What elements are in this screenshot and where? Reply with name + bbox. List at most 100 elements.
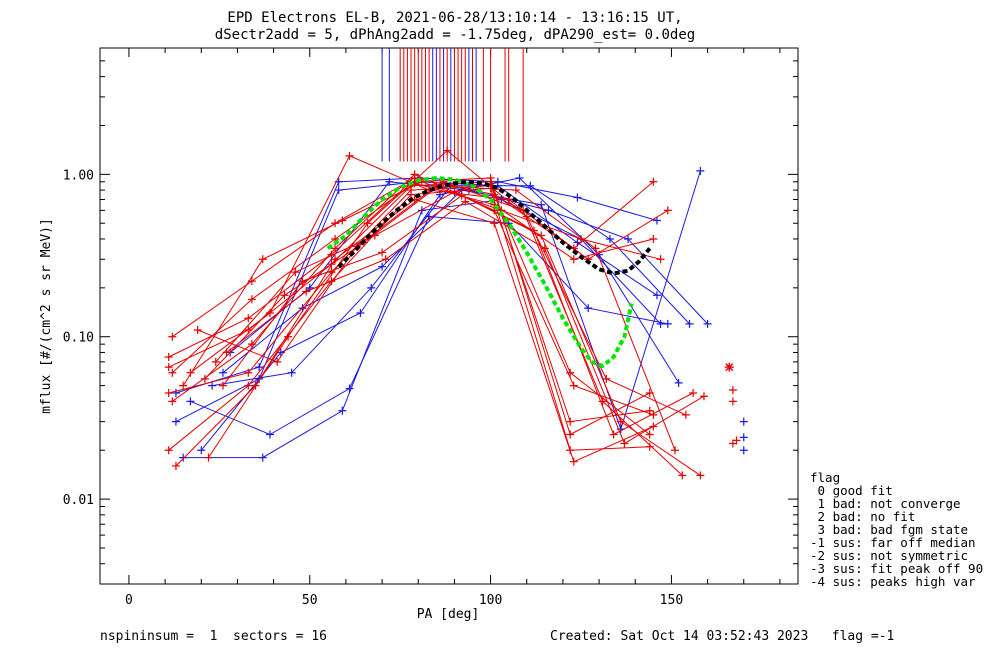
- data-point-marker: [197, 446, 206, 455]
- data-point-marker: [699, 392, 708, 401]
- plot-frame: [99, 47, 799, 585]
- data-point-marker: [526, 181, 535, 190]
- data-point-marker: [645, 442, 654, 451]
- data-point-marker: [417, 206, 426, 215]
- data-point-marker: [685, 319, 694, 328]
- outlier-plus: [728, 397, 737, 406]
- data-point-marker: [186, 368, 195, 377]
- data-point-marker: [649, 234, 658, 243]
- data-point-marker: [218, 381, 227, 390]
- data-point-marker: [598, 397, 607, 406]
- data-point-marker: [280, 291, 289, 300]
- data-point-marker: [164, 363, 173, 372]
- data-point-marker: [193, 326, 202, 335]
- data-point-marker: [645, 430, 654, 439]
- outlier-plus: [732, 436, 741, 445]
- legend-item: -2 sus: not symmetric: [810, 548, 968, 563]
- data-point-marker: [258, 453, 267, 462]
- data-point-marker: [443, 146, 452, 155]
- data-point-marker: [450, 187, 459, 196]
- y-axis-label: mflux [#/(cm^2 s sr MeV)]: [39, 218, 54, 414]
- data-point-marker: [652, 291, 661, 300]
- data-point-marker: [671, 446, 680, 455]
- axis-ticks: 0 50 100 150 0.01 0.10 1.00: [63, 47, 798, 608]
- x-tick-label: 100: [479, 593, 502, 608]
- outlier-plus: [728, 385, 737, 394]
- y-tick-label: 0.10: [63, 331, 94, 346]
- data-point-marker: [171, 461, 180, 470]
- data-point-marker: [678, 471, 687, 480]
- data-point-marker: [273, 357, 282, 366]
- data-point-marker: [566, 430, 575, 439]
- data-point-marker: [656, 255, 665, 264]
- legend-title: flag: [810, 470, 840, 485]
- data-point-marker: [540, 244, 549, 253]
- x-axis-label: PA [deg]: [417, 607, 480, 622]
- data-point-marker: [569, 381, 578, 390]
- data-point-marker: [544, 206, 553, 215]
- data-point-marker: [244, 381, 253, 390]
- data-point-marker: [204, 453, 213, 462]
- data-point-marker: [334, 186, 343, 195]
- outlier-plus: [739, 446, 748, 455]
- legend-item: 2 bad: no fit: [810, 509, 915, 524]
- data-point-marker: [208, 381, 217, 390]
- y-tick-label: 1.00: [63, 168, 94, 183]
- data-point-marker: [331, 219, 340, 228]
- fit-curve-green: [326, 175, 634, 369]
- data-point-marker: [171, 417, 180, 426]
- data-point-marker: [244, 314, 253, 323]
- data-point-marker: [338, 216, 347, 225]
- data-point-marker: [222, 348, 231, 357]
- data-point-marker: [338, 406, 347, 415]
- data-point-marker: [164, 389, 173, 398]
- data-point-marker: [457, 191, 466, 200]
- data-point-marker: [179, 453, 188, 462]
- data-point-marker: [522, 212, 531, 221]
- data-point-marker: [381, 255, 390, 264]
- data-point-marker: [265, 430, 274, 439]
- data-point-marker: [461, 197, 470, 206]
- data-point-marker: [674, 378, 683, 387]
- data-point-marker: [663, 206, 672, 215]
- data-point-marker: [345, 151, 354, 160]
- data-point-marker: [410, 170, 419, 179]
- data-point-marker: [573, 193, 582, 202]
- legend-item: -4 sus: peaks high var: [810, 574, 976, 589]
- data-point-marker: [284, 332, 293, 341]
- data-point-marker: [211, 357, 220, 366]
- data-point-marker: [179, 381, 188, 390]
- legend-item: -3 sus: fit peak off 90: [810, 561, 983, 576]
- data-point-marker: [244, 368, 253, 377]
- data-point-marker: [164, 446, 173, 455]
- data-point-marker: [200, 374, 209, 383]
- data-point-marker: [287, 368, 296, 377]
- data-point-marker: [696, 166, 705, 175]
- footer-spin-info: nspininsum = 1 sectors = 16: [100, 629, 327, 644]
- data-point-marker: [363, 219, 372, 228]
- data-point-marker: [566, 368, 575, 377]
- data-point-marker: [331, 244, 340, 253]
- data-point-marker: [218, 368, 227, 377]
- legend-item: -1 sus: far off median: [810, 535, 976, 550]
- legend-item: 3 bad: bad fgm state: [810, 522, 968, 537]
- flag-legend: flag 0 good fit 1 bad: not converge 2 ba…: [810, 470, 983, 589]
- data-point-marker: [515, 173, 524, 182]
- data-point-marker: [345, 384, 354, 393]
- pitch-angle-markers: [381, 48, 524, 162]
- outlier-plus: [739, 417, 748, 426]
- data-point-marker: [537, 231, 546, 240]
- data-point-marker: [171, 389, 180, 398]
- data-point-marker: [566, 417, 575, 426]
- data-point-marker: [298, 277, 307, 286]
- outlier-asterisk: [724, 362, 734, 372]
- x-tick-label: 0: [125, 593, 133, 608]
- chart-subtitle: dSectr2add = 5, dPhAng2add = -1.75deg, d…: [215, 27, 695, 43]
- footer-created-info: Created: Sat Oct 14 03:52:43 2023 flag =…: [550, 629, 894, 644]
- data-point-marker: [663, 319, 672, 328]
- series-line-red: [197, 185, 676, 451]
- data-point-marker: [378, 248, 387, 257]
- outlier-points: [724, 362, 748, 455]
- data-point-marker: [164, 353, 173, 362]
- data-point-marker: [591, 244, 600, 253]
